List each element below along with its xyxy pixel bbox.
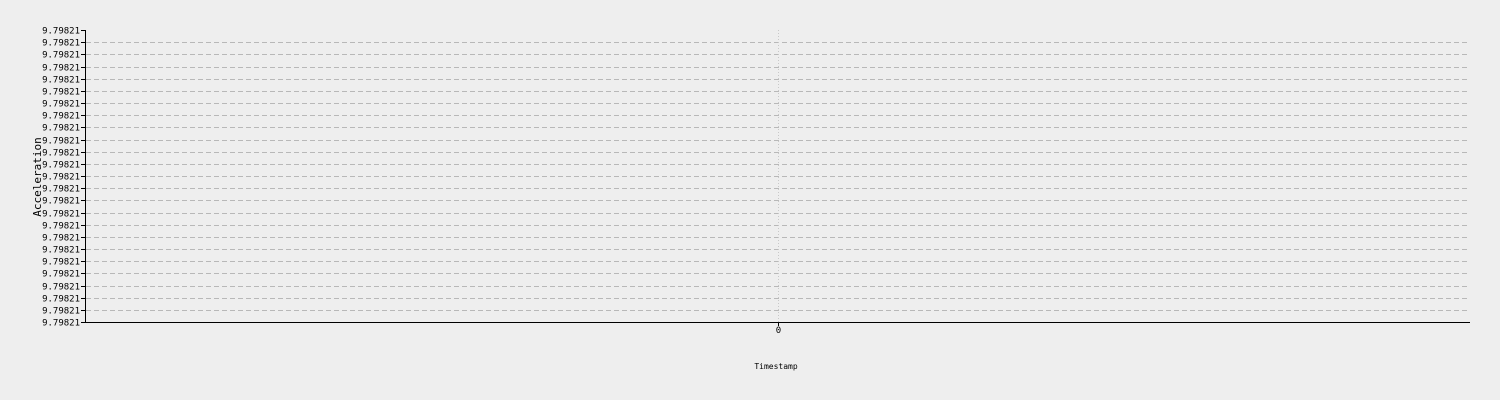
x-axis-title: Timestamp <box>754 362 798 371</box>
y-tick-label: 9.79821 <box>42 112 80 122</box>
y-tick-label: 9.79821 <box>42 270 80 280</box>
y-tick-label: 9.79821 <box>42 149 80 159</box>
y-tick-label: 9.79821 <box>42 307 80 317</box>
axes <box>85 30 1470 323</box>
y-tick-label: 9.79821 <box>42 295 80 305</box>
y-tick-label: 9.79821 <box>42 161 80 171</box>
y-axis-title: Acceleration <box>31 137 44 216</box>
y-tick-label: 9.79821 <box>42 258 80 268</box>
y-tick-label: 9.79821 <box>42 173 80 183</box>
y-tick-label: 9.79821 <box>42 234 80 244</box>
y-tick-label: 9.79821 <box>42 137 80 147</box>
y-tick-label: 9.79821 <box>42 197 80 207</box>
x-tick-label: 0 <box>776 326 781 336</box>
y-tick-label: 9.79821 <box>42 185 80 195</box>
y-tick-label: 9.79821 <box>42 222 80 232</box>
y-tick-label: 9.79821 <box>42 100 80 110</box>
y-tick-label: 9.79821 <box>42 246 80 256</box>
y-tick-label: 9.79821 <box>42 88 80 98</box>
y-tick-label: 9.79821 <box>42 76 80 86</box>
y-tick-label: 9.79821 <box>42 64 80 74</box>
y-tick-label: 9.79821 <box>42 210 80 220</box>
y-tick-label: 9.79821 <box>42 319 80 329</box>
gridlines <box>86 30 1470 322</box>
y-tick-label: 9.79821 <box>42 124 80 134</box>
y-tick-label: 9.79821 <box>42 51 80 61</box>
y-tick-label: 9.79821 <box>42 39 80 49</box>
y-tick-label: 9.79821 <box>42 283 80 293</box>
y-axis-ticks: 9.79821 9.79821 9.79821 9.79821 9.79821 9.798… <box>42 27 85 329</box>
y-tick-label: 9.79821 <box>42 27 80 37</box>
x-axis-ticks: 0 <box>776 322 781 336</box>
